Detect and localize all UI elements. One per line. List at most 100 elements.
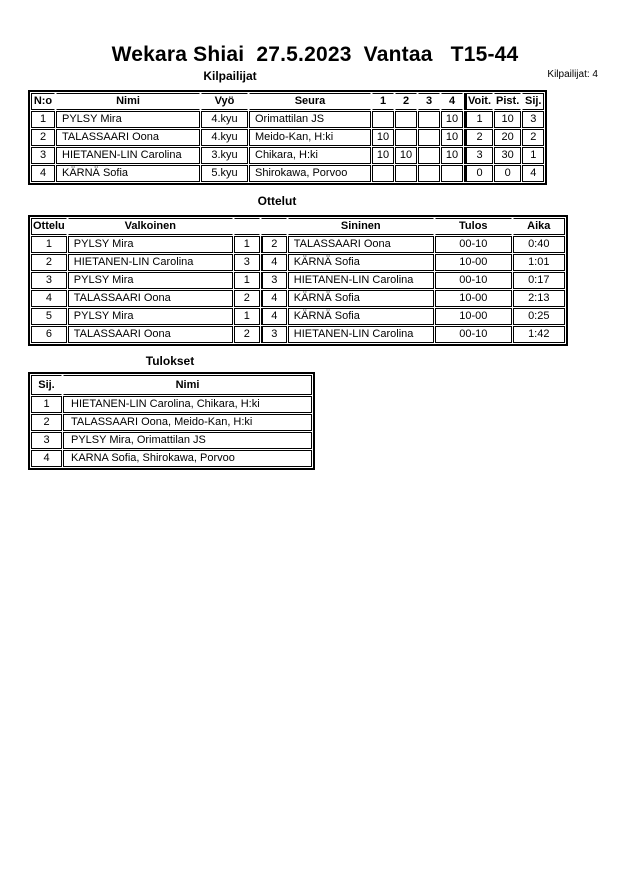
cell-no: 3 <box>31 147 55 164</box>
cell-no: 4 <box>31 165 55 182</box>
col-place: Sij. <box>31 375 62 395</box>
competitor-row: 2 TALASSAARI Oona 4.kyu Meido-Kan, H:ki … <box>31 129 545 146</box>
match-row: 4 TALASSAARI Oona 2 4 KÄRNÄ Sofia 10-00 … <box>31 290 565 307</box>
results-table: Sij. Nimi 1 HIETANEN-LIN Carolina, Chika… <box>28 372 315 470</box>
cell-round-1 <box>372 165 394 182</box>
cell-white-name: TALASSAARI Oona <box>67 326 233 343</box>
cell-blue-no: 4 <box>260 254 287 271</box>
cell-points: 0 <box>494 165 522 182</box>
cell-blue-no: 4 <box>260 290 287 307</box>
cell-name: KARNA Sofia, Shirokawa, Porvoo <box>63 450 312 467</box>
cell-round-2: 10 <box>395 147 417 164</box>
cell-result: 10-00 <box>434 290 512 307</box>
col-white-no <box>233 218 260 235</box>
competitor-row: 3 HIETANEN-LIN Carolina 3.kyu Chikara, H… <box>31 147 545 164</box>
matches-header-row: Ottelu Valkoinen Sininen Tulos Aika <box>31 218 565 235</box>
col-round-4: 4 <box>441 93 463 110</box>
cell-match-no: 2 <box>31 254 67 271</box>
matches-heading: Ottelut <box>257 194 297 208</box>
cell-blue-name: KÄRNÄ Sofia <box>287 254 434 271</box>
cell-club: Meido-Kan, H:ki <box>249 129 371 146</box>
col-name: Nimi <box>63 375 312 395</box>
cell-time: 0:17 <box>512 272 565 289</box>
cell-club: Orimattilan JS <box>249 111 371 128</box>
cell-round-3 <box>418 147 440 164</box>
col-place: Sij. <box>522 93 545 110</box>
match-row: 5 PYLSY Mira 1 4 KÄRNÄ Sofia 10-00 0:25 <box>31 308 565 325</box>
cell-blue-name: KÄRNÄ Sofia <box>287 290 434 307</box>
cell-round-3 <box>418 111 440 128</box>
cell-white-no: 2 <box>233 290 260 307</box>
cell-place: 3 <box>522 111 545 128</box>
cell-wins: 2 <box>464 129 494 146</box>
cell-blue-no: 2 <box>260 236 287 253</box>
cell-place: 2 <box>31 414 62 431</box>
cell-round-1 <box>372 111 394 128</box>
cell-white-no: 3 <box>233 254 260 271</box>
col-club: Seura <box>249 93 371 110</box>
competitor-row: 1 PYLSY Mira 4.kyu Orimattilan JS 10 1 1… <box>31 111 545 128</box>
cell-club: Chikara, H:ki <box>249 147 371 164</box>
page-title: Wekara Shiai 27.5.2023 Vantaa T15-44 <box>111 43 519 66</box>
result-row: 3 PYLSY Mira, Orimattilan JS <box>31 432 312 449</box>
cell-white-name: HIETANEN-LIN Carolina <box>67 254 233 271</box>
competitor-row: 4 KÄRNÄ Sofia 5.kyu Shirokawa, Porvoo 0 … <box>31 165 545 182</box>
match-row: 6 TALASSAARI Oona 2 3 HIETANEN-LIN Carol… <box>31 326 565 343</box>
cell-result: 00-10 <box>434 272 512 289</box>
cell-no: 1 <box>31 111 55 128</box>
cell-points: 10 <box>494 111 522 128</box>
cell-points: 20 <box>494 129 522 146</box>
competitor-count: Kilpailijat: 4 <box>547 69 598 80</box>
cell-result: 10-00 <box>434 308 512 325</box>
col-match-no: Ottelu <box>31 218 67 235</box>
cell-match-no: 4 <box>31 290 67 307</box>
cell-round-4: 10 <box>441 129 463 146</box>
cell-wins: 0 <box>464 165 494 182</box>
cell-result: 10-00 <box>434 254 512 271</box>
cell-club: Shirokawa, Porvoo <box>249 165 371 182</box>
cell-name: TALASSAARI Oona, Meido-Kan, H:ki <box>63 414 312 431</box>
cell-belt: 5.kyu <box>201 165 248 182</box>
col-result: Tulos <box>434 218 512 235</box>
results-heading: Tulokset <box>145 354 195 368</box>
cell-round-2 <box>395 165 417 182</box>
cell-round-2 <box>395 111 417 128</box>
col-round-2: 2 <box>395 93 417 110</box>
match-row: 3 PYLSY Mira 1 3 HIETANEN-LIN Carolina 0… <box>31 272 565 289</box>
cell-time: 1:42 <box>512 326 565 343</box>
results-header-row: Sij. Nimi <box>31 375 312 395</box>
cell-match-no: 6 <box>31 326 67 343</box>
cell-time: 0:40 <box>512 236 565 253</box>
cell-white-no: 1 <box>233 308 260 325</box>
cell-white-no: 1 <box>233 236 260 253</box>
cell-time: 1:01 <box>512 254 565 271</box>
cell-place: 4 <box>31 450 62 467</box>
cell-round-2 <box>395 129 417 146</box>
cell-blue-name: TALASSAARI Oona <box>287 236 434 253</box>
cell-name: PYLSY Mira <box>56 111 200 128</box>
cell-time: 0:25 <box>512 308 565 325</box>
cell-round-4 <box>441 165 463 182</box>
col-blue-no <box>260 218 287 235</box>
col-name: Nimi <box>56 93 200 110</box>
cell-result: 00-10 <box>434 326 512 343</box>
result-row: 2 TALASSAARI Oona, Meido-Kan, H:ki <box>31 414 312 431</box>
cell-round-3 <box>418 165 440 182</box>
cell-time: 2:13 <box>512 290 565 307</box>
cell-blue-no: 3 <box>260 272 287 289</box>
col-wins: Voit. <box>464 93 494 110</box>
cell-points: 30 <box>494 147 522 164</box>
cell-round-1: 10 <box>372 147 394 164</box>
competitors-heading: Kilpailijat <box>203 69 257 83</box>
cell-result: 00-10 <box>434 236 512 253</box>
cell-match-no: 3 <box>31 272 67 289</box>
cell-name: TALASSAARI Oona <box>56 129 200 146</box>
cell-place: 1 <box>522 147 545 164</box>
cell-round-4: 10 <box>441 111 463 128</box>
result-row: 4 KARNA Sofia, Shirokawa, Porvoo <box>31 450 312 467</box>
cell-round-4: 10 <box>441 147 463 164</box>
result-row: 1 HIETANEN-LIN Carolina, Chikara, H:ki <box>31 396 312 413</box>
cell-match-no: 1 <box>31 236 67 253</box>
cell-place: 1 <box>31 396 62 413</box>
